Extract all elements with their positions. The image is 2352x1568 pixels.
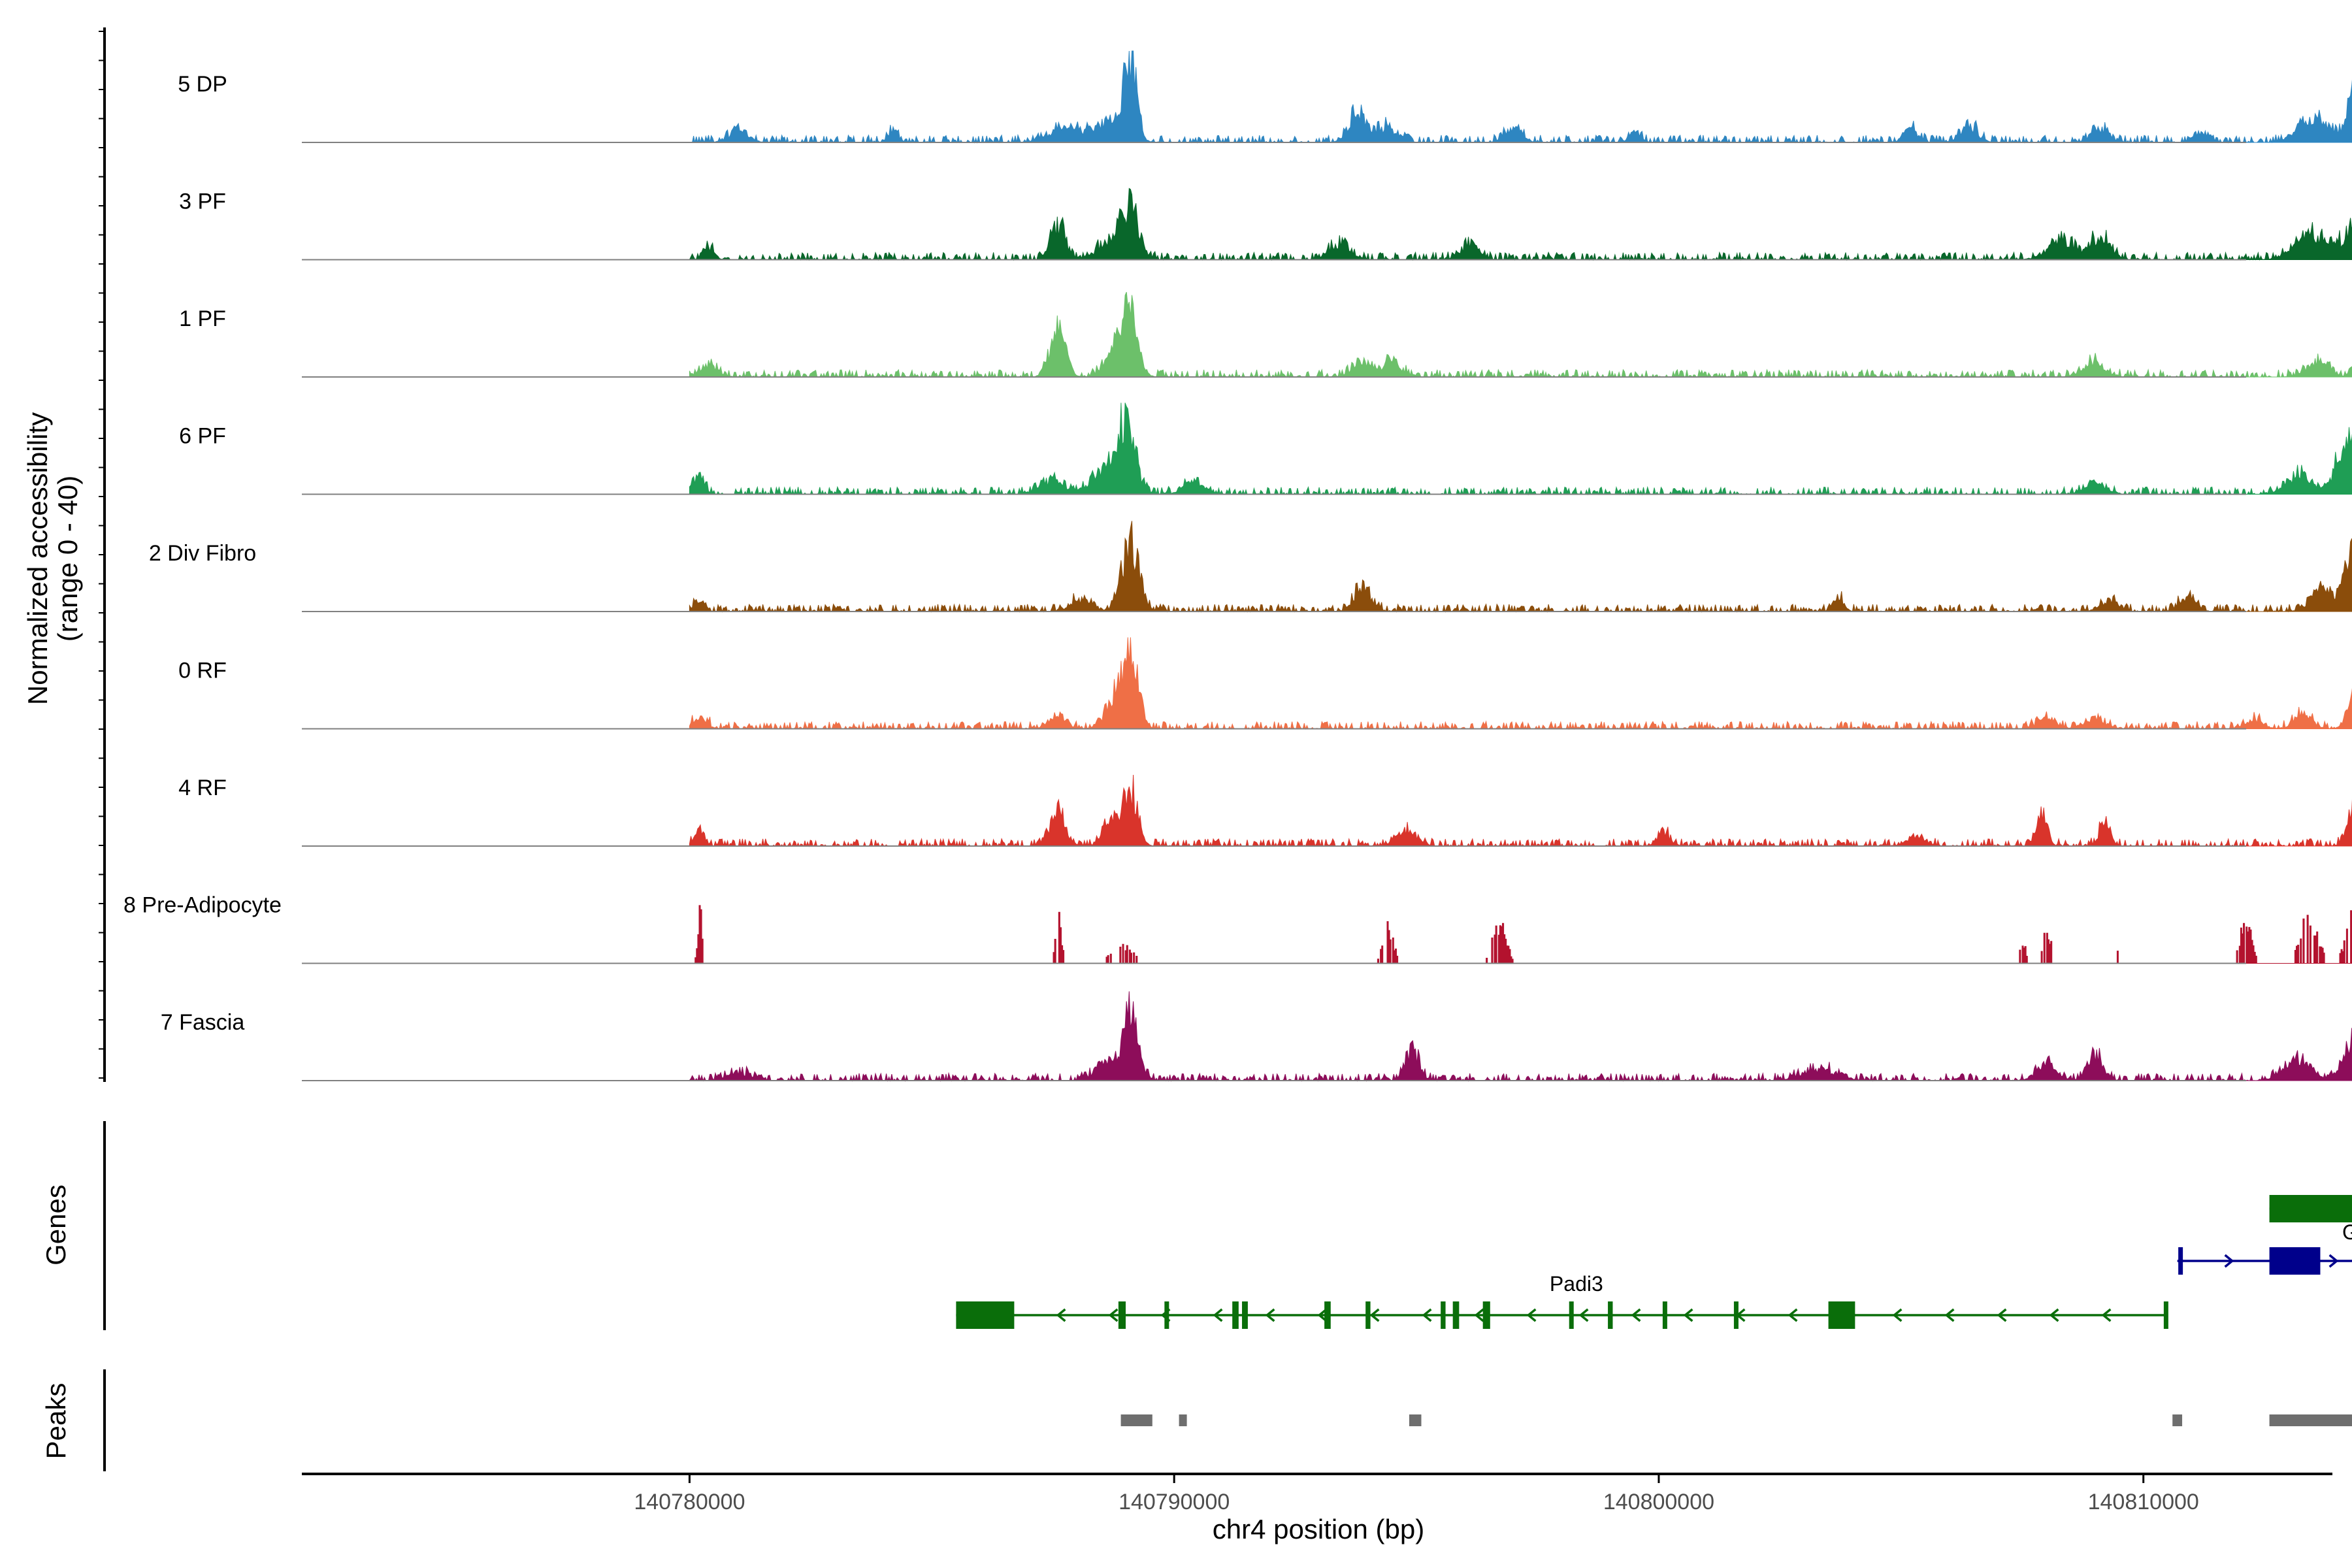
peak-region xyxy=(1120,1414,1152,1426)
peak-region xyxy=(1179,1414,1187,1426)
peak-region xyxy=(2269,1414,2352,1426)
exon xyxy=(1662,1301,1667,1329)
peak-region xyxy=(2172,1414,2183,1426)
exon xyxy=(1733,1301,1739,1329)
strand-arrow xyxy=(2101,1308,2112,1322)
track-label: 1 PF xyxy=(179,306,226,331)
gene-padi3: Padi3 xyxy=(956,1272,2168,1329)
coverage-area xyxy=(689,521,2352,613)
y-axis-label: Normalized accessibility (range 0 - 40) xyxy=(22,412,83,705)
gene-label: Padi3 xyxy=(1550,1272,1603,1296)
peaks-track-label: Peaks xyxy=(41,1383,71,1460)
strand-arrow xyxy=(1317,1308,1328,1322)
strand-arrow xyxy=(1369,1308,1380,1322)
strand-arrow xyxy=(1997,1308,2007,1322)
track-label: 5 DP xyxy=(178,72,227,97)
coverage-area xyxy=(689,402,2352,496)
track-8-pre-adipocyte: 8 Pre-Adipocyte xyxy=(123,893,2352,964)
strand-arrow xyxy=(1056,1308,1066,1322)
gene-label: Gm13032 xyxy=(2342,1220,2352,1244)
strand-arrow xyxy=(1631,1308,1641,1322)
track-7-fascia: 7 Fascia xyxy=(161,991,2352,1082)
track-label: 6 PF xyxy=(179,424,226,449)
peak-region xyxy=(1409,1414,1422,1426)
x-tick-label: 140810000 xyxy=(2088,1490,2199,1514)
track-3-pf: 3 PF xyxy=(179,188,2352,261)
x-tick-label: 140790000 xyxy=(1119,1490,1230,1514)
track-6-pf: 6 PF xyxy=(179,402,2352,496)
coverage-area xyxy=(689,291,2352,378)
exon xyxy=(2178,1247,2183,1275)
strand-arrow xyxy=(1422,1308,1432,1322)
strand-arrow xyxy=(1213,1308,1223,1322)
coverage-area xyxy=(689,188,2352,261)
coverage-area xyxy=(689,991,2352,1082)
exon xyxy=(1569,1301,1574,1329)
track-0-rf: 0 RF xyxy=(178,637,2352,730)
x-tick-label: 140780000 xyxy=(634,1490,745,1514)
strand-arrow xyxy=(1474,1308,1484,1322)
y-axis-label-line1: Normalized accessibility xyxy=(22,412,53,705)
track-label: 0 RF xyxy=(178,659,227,683)
track-2-div-fibro: 2 Div Fibro xyxy=(149,521,2352,613)
strand-arrow xyxy=(1108,1308,1119,1322)
exon xyxy=(1608,1301,1613,1329)
track-1-pf: 1 PF xyxy=(179,291,2352,378)
track-label: 2 Div Fibro xyxy=(149,541,256,566)
strand-arrow xyxy=(2224,1254,2234,1268)
strand-arrow xyxy=(1265,1308,1275,1322)
genes-track-label: Genes xyxy=(41,1184,71,1266)
x-axis-label: chr4 position (bp) xyxy=(1213,1514,1425,1544)
y-axis-label-line2: (range 0 - 40) xyxy=(52,476,83,642)
exon xyxy=(2269,1247,2321,1275)
exon xyxy=(1365,1301,1371,1329)
coverage-area xyxy=(689,774,2352,847)
coverage-area xyxy=(689,637,2352,730)
exon xyxy=(1164,1301,1169,1329)
strand-arrow xyxy=(2328,1254,2339,1268)
coverage-area xyxy=(689,905,2352,964)
exon xyxy=(956,1301,1015,1329)
exon xyxy=(1242,1301,1248,1329)
x-tick-label: 140800000 xyxy=(1603,1490,1714,1514)
gene-padi1: Padi1 xyxy=(2269,1195,2352,1222)
track-label: 3 PF xyxy=(179,189,226,214)
strand-arrow xyxy=(2049,1308,2059,1322)
exon xyxy=(1441,1301,1446,1329)
strand-arrow xyxy=(1578,1308,1589,1322)
exon xyxy=(1828,1301,1855,1329)
exon xyxy=(1452,1301,1460,1329)
exon xyxy=(1482,1301,1490,1329)
track-label: 4 RF xyxy=(178,776,227,800)
strand-arrow xyxy=(1683,1308,1693,1322)
strand-arrow xyxy=(1526,1308,1537,1322)
track-5-dp: 5 DP xyxy=(178,50,2352,144)
track-label: 7 Fascia xyxy=(161,1010,245,1035)
coverage-area xyxy=(689,50,2352,144)
exon xyxy=(2163,1301,2168,1329)
strand-arrow xyxy=(1788,1308,1798,1322)
strand-arrow xyxy=(1892,1308,1903,1322)
track-4-rf: 4 RF xyxy=(178,774,2352,847)
gene-gm13032: Gm13032 xyxy=(2177,1220,2352,1275)
strand-arrow xyxy=(1944,1308,1955,1322)
exon xyxy=(1232,1301,1239,1329)
exon xyxy=(1324,1301,1331,1329)
exon xyxy=(2269,1195,2352,1222)
track-label: 8 Pre-Adipocyte xyxy=(123,893,282,918)
exon xyxy=(1118,1301,1126,1329)
